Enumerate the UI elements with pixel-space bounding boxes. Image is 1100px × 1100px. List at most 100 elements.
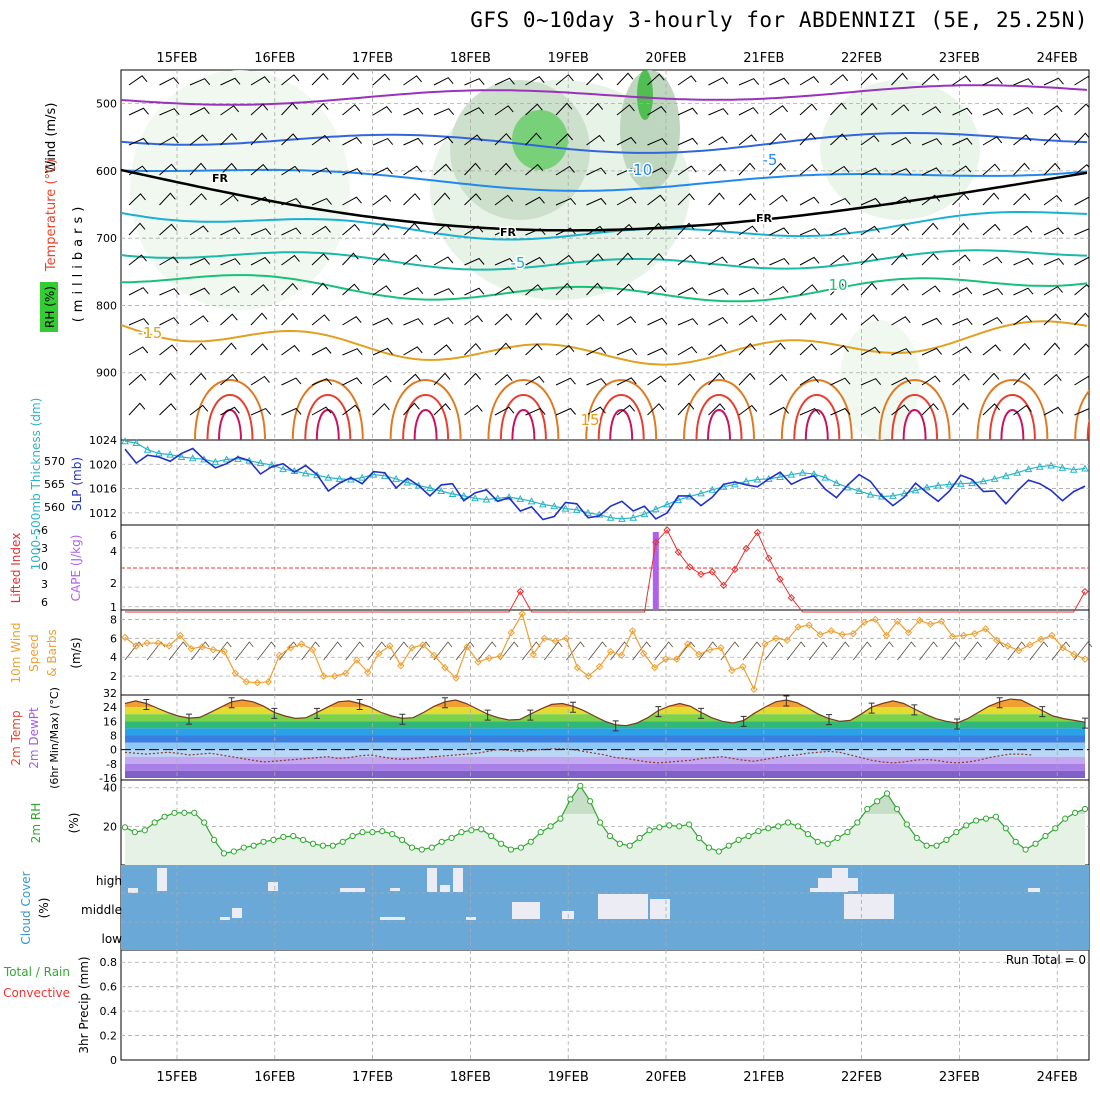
wind-speed-marker: [165, 642, 173, 650]
surface-wind-barb: [499, 641, 519, 661]
wind-barb: [830, 282, 848, 296]
rh-axis-label: RH (%): [43, 286, 57, 328]
wind-barb: [189, 225, 209, 236]
thickness-marker: [121, 437, 129, 445]
wind-barb: [982, 344, 1001, 356]
wind-barb: [555, 227, 576, 236]
wind-barb: [708, 77, 729, 86]
rh2m-marker: [784, 819, 792, 826]
wind-barb: [799, 103, 818, 116]
minmax-bar: [1082, 717, 1088, 729]
minmax-bar: [527, 709, 534, 721]
rh2m-marker: [428, 844, 435, 851]
wind-barb: [586, 282, 603, 296]
wind-barb: [128, 137, 149, 146]
wind-speed-marker: [805, 621, 813, 629]
lifted-index-axis-label: Lifted Index: [9, 533, 23, 604]
rh2m-marker: [379, 828, 386, 835]
rh2m-marker: [824, 840, 831, 847]
wind-barb: [159, 372, 176, 386]
wind-barb: [372, 137, 394, 146]
cloud-block: [440, 885, 450, 892]
wind-barb: [799, 228, 821, 236]
wind-barb: [799, 163, 818, 176]
wind-barb: [830, 407, 851, 416]
wind-speed-marker: [673, 655, 681, 663]
wind-barb: [464, 162, 481, 176]
wind-barb: [647, 106, 667, 116]
wind-barb: [1074, 343, 1089, 356]
wind-barb: [616, 136, 637, 146]
thickness-marker: [640, 510, 649, 518]
wind-barb: [891, 316, 911, 326]
temp-contour-15: [121, 320, 1088, 366]
wind-barb: [921, 106, 942, 116]
wind-barb: [250, 228, 272, 236]
wind-barb: [708, 288, 729, 296]
wind-barb: [220, 342, 237, 356]
cloud-block: [380, 917, 405, 920]
y-tick-label: 700: [96, 232, 117, 245]
wind-barb: [891, 104, 910, 116]
wind-barb: [1074, 196, 1089, 206]
wind-barb: [372, 347, 393, 356]
wind-barb: [494, 194, 514, 206]
rh2m-marker: [864, 805, 871, 813]
wind-barb: [281, 407, 302, 416]
wind-barb: [372, 106, 393, 116]
wind-barb: [769, 227, 790, 236]
rh2m-axis-label-name: 2m RH: [29, 803, 43, 844]
surface-wind-barb: [411, 641, 431, 661]
rh2m-marker: [369, 829, 376, 836]
rh2m-marker: [705, 844, 713, 851]
wind-barb: [311, 282, 329, 296]
thickness-marker: [222, 455, 231, 463]
wind-barb: [189, 162, 207, 176]
temperature-band: [125, 735, 1085, 743]
y-tick-label: 0.2: [100, 1030, 118, 1043]
wind-barb: [1043, 132, 1061, 146]
rh2m-marker: [775, 823, 782, 830]
surface-wind-barb: [1029, 641, 1049, 661]
surface-wind-barb: [786, 641, 806, 661]
rh2m-marker: [963, 822, 970, 829]
wind-barb: [128, 107, 149, 116]
wind-barb: [891, 72, 908, 86]
rh2m-marker: [686, 821, 693, 828]
wind-barb: [464, 257, 485, 266]
rh2m-marker: [913, 834, 920, 842]
wind-barb: [372, 222, 390, 236]
y-tick-label: 600: [96, 165, 117, 178]
wind-speed-marker: [783, 636, 791, 644]
rh2m-marker: [666, 822, 673, 829]
wind-speed-marker: [606, 647, 615, 656]
cape-tick-label: 6: [110, 529, 117, 542]
surface-wind-barb: [566, 641, 585, 661]
y-tick-label: 2: [110, 670, 117, 683]
upper-air-ylabel: Wind (m/s) Temperature (°C) (millibars) …: [40, 103, 86, 332]
wind-barb: [403, 222, 420, 236]
wind-barb: [403, 193, 421, 206]
wind-barb: [159, 108, 180, 116]
thickness-marker: [990, 474, 999, 482]
thickness-marker: [832, 479, 841, 487]
thickness-marker: [821, 473, 830, 481]
rh2m-marker: [725, 842, 732, 849]
wind-barb: [403, 107, 424, 116]
thickness-marker: [527, 497, 536, 505]
thickness-marker: [403, 478, 412, 486]
wind-barb: [433, 403, 451, 416]
rh2m-marker: [596, 819, 604, 826]
wind-barb: [494, 342, 512, 356]
wind-barb: [647, 252, 665, 266]
rh2m-marker: [933, 842, 940, 849]
wind-barb: [769, 313, 787, 326]
rh2m-marker: [567, 796, 574, 803]
surface-wind-barb: [742, 641, 762, 661]
rh2m-marker: [448, 834, 455, 842]
boundary-layer-contour: [304, 394, 352, 440]
rh2m-marker: [646, 827, 653, 834]
wind-barb: [342, 377, 363, 386]
wind-barb: [403, 287, 424, 296]
contour-label: 15: [580, 411, 599, 429]
